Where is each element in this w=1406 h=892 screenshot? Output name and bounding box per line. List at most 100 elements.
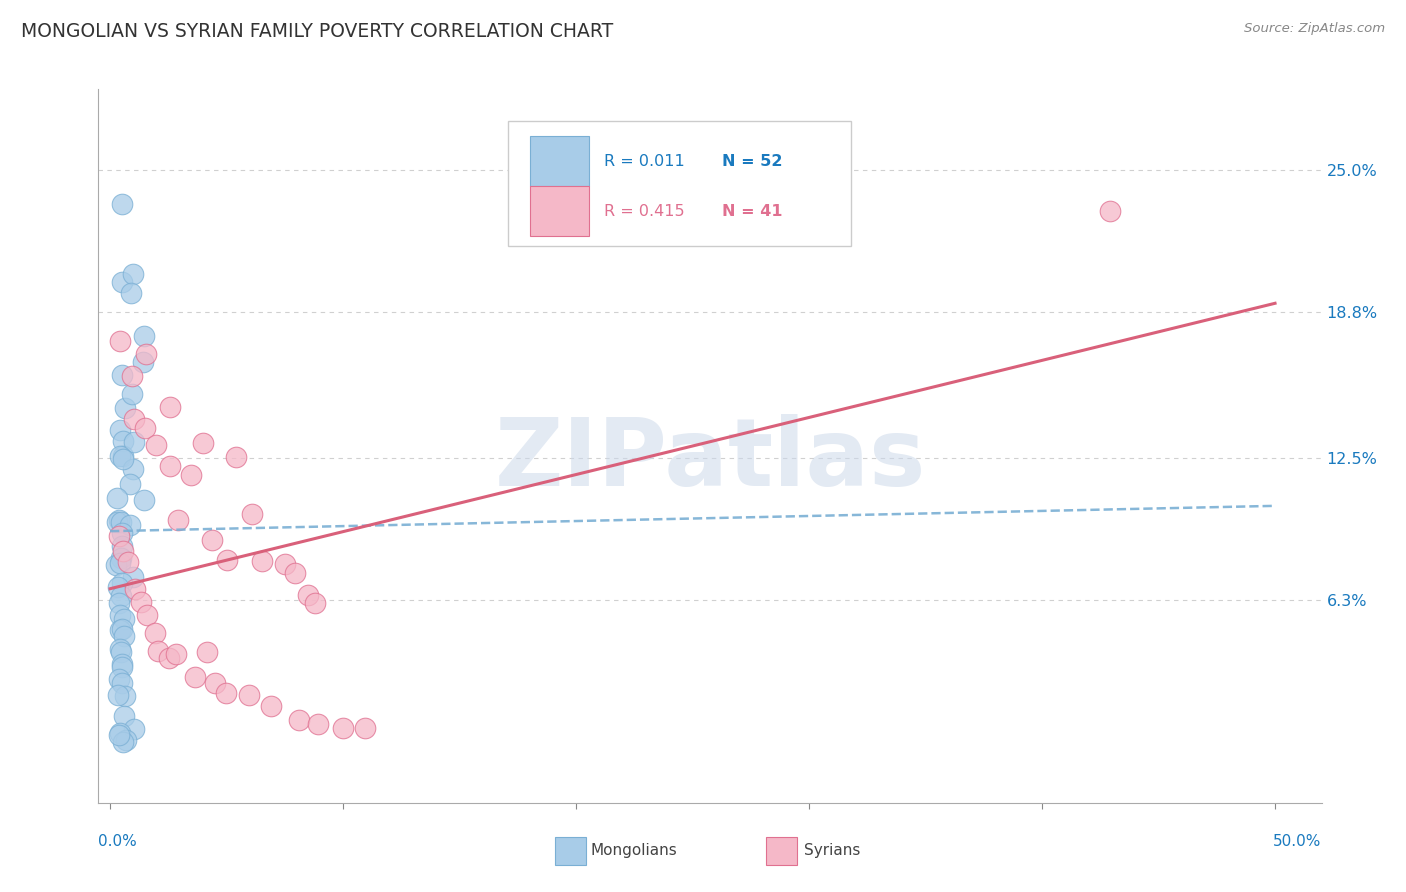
- Point: [195, 645, 218, 659]
- Point: [134, 420, 156, 434]
- Point: [107, 580, 129, 594]
- Point: [107, 689, 129, 703]
- Point: [114, 689, 136, 703]
- Point: [215, 686, 238, 700]
- Point: [112, 735, 135, 749]
- Point: [111, 675, 134, 690]
- Point: [122, 412, 145, 426]
- Point: [122, 434, 145, 449]
- Point: [104, 558, 127, 572]
- Bar: [530, 186, 589, 236]
- Point: [122, 723, 145, 737]
- Point: [124, 582, 146, 596]
- Text: N = 52: N = 52: [723, 153, 783, 169]
- Point: [111, 657, 134, 671]
- Text: ZIPatlas: ZIPatlas: [495, 414, 925, 507]
- FancyBboxPatch shape: [508, 121, 851, 246]
- Point: [114, 401, 136, 415]
- Point: [110, 726, 132, 740]
- Point: [107, 513, 129, 527]
- Text: 0.0%: 0.0%: [98, 834, 138, 849]
- Point: [117, 555, 139, 569]
- Point: [110, 645, 132, 659]
- Point: [132, 493, 155, 508]
- Point: [110, 423, 132, 437]
- Point: [143, 625, 166, 640]
- Point: [159, 400, 181, 414]
- Point: [217, 553, 239, 567]
- Point: [304, 597, 326, 611]
- Point: [111, 576, 134, 591]
- Point: [120, 518, 142, 533]
- Point: [284, 566, 307, 580]
- Point: [108, 607, 131, 622]
- Text: MONGOLIAN VS SYRIAN FAMILY POVERTY CORRELATION CHART: MONGOLIAN VS SYRIAN FAMILY POVERTY CORRE…: [21, 22, 613, 41]
- Point: [111, 525, 134, 540]
- Text: N = 41: N = 41: [723, 203, 783, 219]
- Point: [193, 435, 215, 450]
- Point: [332, 721, 354, 735]
- Point: [201, 533, 224, 547]
- Point: [204, 676, 226, 690]
- Point: [121, 368, 143, 383]
- Point: [121, 267, 143, 281]
- Point: [274, 557, 297, 571]
- Point: [112, 629, 135, 643]
- Point: [112, 709, 135, 723]
- Point: [108, 334, 131, 349]
- Point: [108, 672, 131, 686]
- Point: [108, 623, 131, 637]
- Point: [288, 713, 311, 727]
- Point: [111, 623, 134, 637]
- Bar: [530, 136, 589, 186]
- Point: [111, 540, 134, 554]
- Text: Mongolians: Mongolians: [591, 844, 678, 858]
- Point: [131, 355, 153, 369]
- Point: [111, 449, 134, 463]
- Point: [108, 728, 131, 742]
- Point: [111, 275, 134, 289]
- Point: [260, 698, 283, 713]
- Point: [238, 688, 260, 702]
- Point: [111, 434, 134, 448]
- Point: [129, 595, 152, 609]
- Point: [1099, 204, 1122, 219]
- Point: [115, 733, 138, 747]
- Text: 50.0%: 50.0%: [1274, 834, 1322, 849]
- Point: [110, 641, 132, 656]
- Text: R = 0.415: R = 0.415: [603, 203, 685, 219]
- Point: [111, 368, 134, 382]
- Point: [250, 554, 273, 568]
- Point: [105, 491, 128, 506]
- Point: [122, 570, 145, 584]
- Point: [145, 437, 167, 451]
- Point: [107, 515, 129, 529]
- Point: [110, 556, 132, 570]
- Point: [108, 449, 131, 463]
- Point: [111, 543, 134, 558]
- Point: [122, 462, 145, 476]
- Point: [112, 612, 135, 626]
- Point: [297, 589, 319, 603]
- Point: [157, 651, 180, 665]
- Point: [308, 717, 330, 731]
- Point: [108, 529, 131, 543]
- Text: Syrians: Syrians: [804, 844, 860, 858]
- Point: [135, 608, 157, 623]
- Point: [108, 597, 131, 611]
- Point: [111, 659, 134, 673]
- Point: [225, 450, 247, 464]
- Point: [159, 458, 181, 473]
- Point: [110, 551, 132, 566]
- Point: [110, 589, 132, 603]
- Point: [240, 507, 263, 521]
- Point: [120, 286, 142, 301]
- Point: [183, 670, 205, 684]
- Text: R = 0.011: R = 0.011: [603, 153, 685, 169]
- Point: [165, 647, 187, 661]
- Point: [112, 452, 135, 467]
- Point: [180, 468, 202, 483]
- Text: Source: ZipAtlas.com: Source: ZipAtlas.com: [1244, 22, 1385, 36]
- Point: [121, 387, 143, 401]
- Point: [111, 197, 134, 211]
